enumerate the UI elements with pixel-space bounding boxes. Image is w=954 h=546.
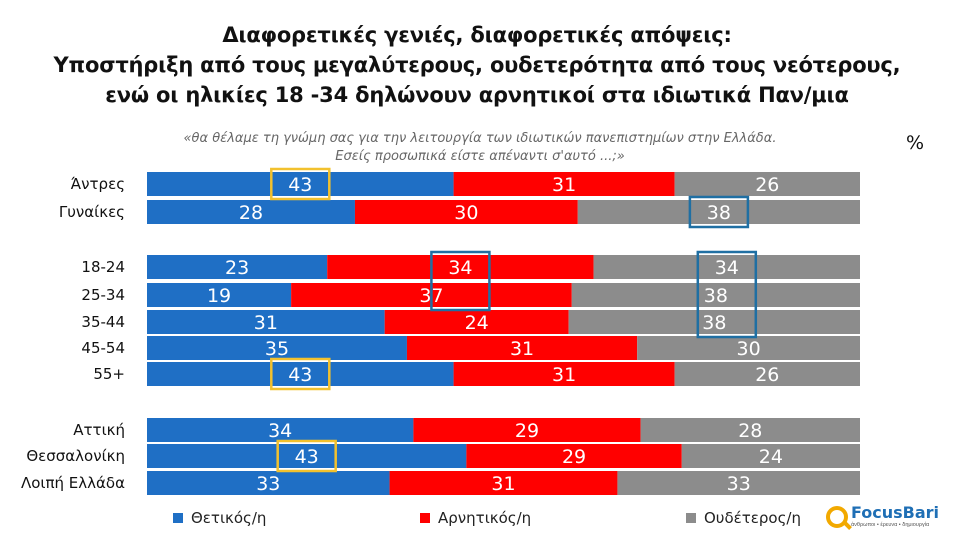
- data-label: 30: [737, 338, 761, 360]
- bar-segment: [147, 283, 292, 307]
- highlight-box: [270, 167, 331, 201]
- stacked-bar-chart: Άντρες 43 31 26 Γυναίκες 28 30 38 18-24 23 34 34 25-…: [21, 167, 860, 495]
- data-label: 28: [239, 202, 263, 224]
- highlight-box: [270, 357, 331, 391]
- bar-segment: [640, 418, 860, 442]
- data-label: 34: [448, 257, 472, 279]
- highlight-box: [430, 250, 491, 312]
- bar-segment: [577, 200, 860, 224]
- bar-segment: [571, 283, 860, 307]
- category-label: Αττική: [73, 421, 125, 439]
- data-label: 24: [759, 446, 783, 468]
- bar-segment: [147, 200, 355, 224]
- legend-item-neutral: Ουδέτερος/η: [686, 509, 801, 527]
- magnifier-icon: [826, 506, 848, 528]
- category-label: Λοιπή Ελλάδα: [21, 474, 125, 492]
- chart-title: Διαφορετικές γενιές, διαφορετικές απόψει…: [0, 20, 954, 110]
- legend-item-negative: Αρνητικός/η: [420, 509, 531, 527]
- bar-segment: [617, 471, 860, 495]
- bar-segment: [147, 172, 454, 196]
- highlight-box: [276, 439, 337, 473]
- data-label: 19: [207, 285, 231, 307]
- data-label: 43: [295, 446, 319, 468]
- data-label: 30: [454, 202, 478, 224]
- data-label: 26: [755, 364, 779, 386]
- title-line-3: ενώ οι ηλικίες 18 -34 δηλώνουν αρνητικοί…: [105, 83, 849, 107]
- legend-label-negative: Αρνητικός/η: [438, 509, 532, 527]
- highlight-box: [696, 250, 758, 339]
- data-label: 29: [515, 420, 539, 442]
- data-label: 38: [704, 285, 728, 307]
- category-label: Γυναίκες: [59, 203, 125, 221]
- data-label: 23: [225, 257, 249, 279]
- title-line-1: Διαφορετικές γενιές, διαφορετικές απόψει…: [222, 23, 732, 47]
- bar-segment: [453, 172, 675, 196]
- bar-segment: [413, 418, 641, 442]
- data-label: 34: [268, 420, 292, 442]
- bar-segment: [453, 362, 675, 386]
- bar-segment: [406, 336, 638, 360]
- data-label: 31: [552, 174, 576, 196]
- data-label: 33: [256, 473, 280, 495]
- data-label: 24: [465, 312, 489, 334]
- data-label: 33: [727, 473, 751, 495]
- bar-segment: [593, 255, 860, 279]
- title-line-2: Υποστήριξη από τους μεγαλύτερους, ουδετε…: [53, 53, 901, 77]
- legend-item-positive: Θετικός/η: [173, 509, 266, 527]
- data-label: 28: [738, 420, 762, 442]
- legend-label-neutral: Ουδέτερος/η: [704, 509, 801, 527]
- bar-segment: [147, 310, 385, 334]
- data-label: 31: [491, 473, 515, 495]
- bar-segment: [637, 336, 860, 360]
- data-label: 38: [707, 202, 731, 224]
- bar-segment: [674, 172, 860, 196]
- category-label: Θεσσαλονίκη: [26, 447, 125, 465]
- data-label: 38: [702, 312, 726, 334]
- legend-label-positive: Θετικός/η: [191, 509, 267, 527]
- unit-label: %: [906, 132, 925, 154]
- bar-segment: [147, 444, 467, 468]
- data-label: 35: [265, 338, 289, 360]
- legend-swatch-neutral: [686, 513, 696, 523]
- focusbari-logo: FocusBari άνθρωποι • έρευνα • δημιουργία: [826, 500, 948, 534]
- category-label: 45-54: [81, 339, 125, 357]
- category-label: 55+: [93, 365, 125, 383]
- bar-segment: [327, 255, 594, 279]
- bar-segment: [681, 444, 860, 468]
- data-label: 31: [254, 312, 278, 334]
- category-label: 35-44: [81, 313, 125, 331]
- survey-question: «θα θέλαμε τη γνώμη σας για την λειτουργ…: [130, 130, 830, 166]
- data-label: 43: [288, 174, 312, 196]
- category-label: Άντρες: [71, 175, 125, 193]
- bar-segment: [147, 336, 407, 360]
- data-label: 29: [562, 446, 586, 468]
- bar-segment: [568, 310, 860, 334]
- data-label: 31: [552, 364, 576, 386]
- category-label: 25-34: [81, 286, 125, 304]
- bar-segment: [354, 200, 578, 224]
- logo-name: FocusBari: [851, 503, 940, 523]
- data-label: 26: [755, 174, 779, 196]
- question-line-1: «θα θέλαμε τη γνώμη σας για την λειτουργ…: [183, 131, 777, 146]
- data-label: 34: [715, 257, 739, 279]
- bar-segment: [147, 255, 328, 279]
- legend-swatch-negative: [420, 513, 430, 523]
- data-label: 43: [288, 364, 312, 386]
- bar-segment: [466, 444, 682, 468]
- question-line-2: Εσείς προσωπικά είστε απέναντι σ'αυτό ..…: [335, 149, 625, 164]
- bar-segment: [147, 418, 414, 442]
- bar-segment: [147, 471, 390, 495]
- data-label: 31: [510, 338, 534, 360]
- bar-segment: [389, 471, 618, 495]
- legend-swatch-positive: [173, 513, 183, 523]
- highlight-box: [688, 195, 750, 229]
- logo-tagline: άνθρωποι • έρευνα • δημιουργία: [851, 522, 930, 529]
- bar-segment: [147, 362, 454, 386]
- bar-segment: [384, 310, 569, 334]
- bar-segment: [674, 362, 860, 386]
- category-label: 18-24: [81, 258, 125, 276]
